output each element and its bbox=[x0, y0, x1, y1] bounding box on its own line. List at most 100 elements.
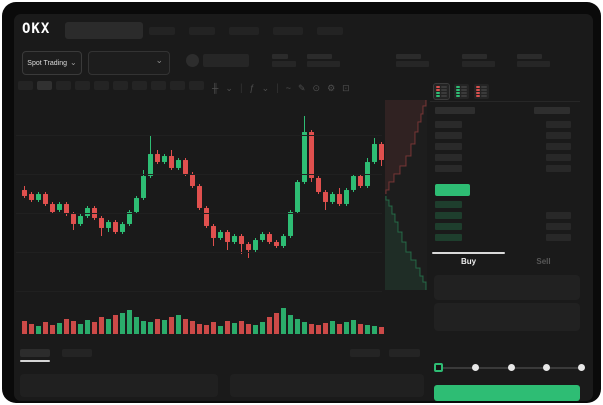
depth-svg bbox=[385, 100, 427, 290]
orderbook-ask-amount bbox=[546, 132, 571, 139]
timeframe-button[interactable] bbox=[151, 81, 166, 90]
ticker-stat-label bbox=[462, 54, 487, 59]
active-tab-indicator bbox=[432, 252, 505, 254]
ticker-stat-label bbox=[517, 54, 542, 59]
okx-logo: OKX bbox=[22, 21, 51, 37]
gridline bbox=[16, 135, 382, 136]
nav-item[interactable] bbox=[229, 27, 259, 35]
orderbook-bid-amount bbox=[546, 234, 571, 241]
orderbook-ask-amount bbox=[546, 121, 571, 128]
bottom-tab-indicator bbox=[20, 360, 50, 362]
orderbook-bid-row[interactable] bbox=[435, 234, 462, 241]
orderbook-ask-row[interactable] bbox=[435, 143, 462, 150]
market-type-selector[interactable]: Spot Trading ⌄ bbox=[22, 51, 82, 75]
orderbook-bid-row[interactable] bbox=[435, 201, 462, 208]
depth-chart[interactable] bbox=[385, 100, 427, 290]
bottom-panel-placeholder bbox=[20, 374, 218, 397]
bottom-action-placeholder[interactable] bbox=[389, 349, 420, 357]
last-price-badge bbox=[435, 184, 470, 196]
camera-icon[interactable]: ⊙ bbox=[312, 82, 321, 93]
ticker-stat-label bbox=[307, 54, 332, 59]
timeframe-button[interactable] bbox=[37, 81, 52, 90]
chevron-down-icon: ⌄ bbox=[70, 58, 77, 67]
chart-toolbar: ╫ ⌄ | ƒ ⌄ | ~ ✎ ⊙ ⚙ ⊡ bbox=[212, 80, 350, 96]
indicators-icon[interactable]: ƒ bbox=[249, 83, 255, 93]
timeframe-button[interactable] bbox=[113, 81, 128, 90]
orderbook-ask-amount bbox=[546, 154, 571, 161]
ticker-stat-value bbox=[462, 61, 495, 67]
pair-selector[interactable]: ⌄ bbox=[88, 51, 170, 75]
orderbook-header-amount bbox=[534, 107, 570, 114]
fullscreen-icon[interactable]: ⊡ bbox=[342, 82, 350, 93]
amount-input[interactable] bbox=[434, 303, 580, 331]
orderbook-ask-row[interactable] bbox=[435, 154, 462, 161]
buy-submit-button[interactable] bbox=[434, 385, 580, 401]
gridline bbox=[16, 174, 382, 175]
orderbook-view-asks-icon[interactable] bbox=[474, 84, 489, 99]
ticker-stat-value bbox=[272, 61, 296, 67]
timeframe-button[interactable] bbox=[170, 81, 185, 90]
price-input[interactable] bbox=[434, 275, 580, 300]
market-type-label: Spot Trading bbox=[27, 59, 67, 67]
bottom-tab[interactable] bbox=[62, 349, 92, 357]
orderbook-view-all-icon[interactable] bbox=[433, 83, 450, 100]
nav-item[interactable] bbox=[149, 27, 175, 35]
chevron-down-icon[interactable]: ⌄ bbox=[261, 82, 270, 93]
settings-icon[interactable]: ⚙ bbox=[327, 82, 336, 93]
nav-item[interactable] bbox=[317, 27, 343, 35]
timeframe-button[interactable] bbox=[56, 81, 71, 90]
candles-svg bbox=[22, 116, 384, 334]
tab-sell[interactable]: Sell bbox=[536, 257, 551, 266]
slider-dot[interactable] bbox=[472, 364, 479, 371]
app-panel bbox=[14, 14, 593, 401]
search-input[interactable] bbox=[65, 22, 143, 39]
draw-icon[interactable]: ✎ bbox=[297, 82, 306, 93]
orderbook-ask-row[interactable] bbox=[435, 132, 462, 139]
nav-item[interactable] bbox=[189, 27, 215, 35]
orderbook-bid-amount bbox=[546, 223, 571, 230]
orderbook-header-price bbox=[435, 107, 475, 114]
orderbook-ask-amount bbox=[546, 165, 571, 172]
orderbook-ask-row[interactable] bbox=[435, 121, 462, 128]
gridline bbox=[16, 252, 382, 253]
header-nav bbox=[149, 27, 343, 35]
divider bbox=[430, 101, 580, 102]
timeframe-button[interactable] bbox=[189, 81, 204, 90]
pair-name-placeholder bbox=[203, 54, 249, 67]
orderbook-bid-row[interactable] bbox=[435, 212, 462, 219]
gridline bbox=[16, 291, 382, 292]
line-tool-icon[interactable]: ~ bbox=[285, 83, 291, 93]
chevron-down-icon[interactable]: ⌄ bbox=[225, 82, 233, 93]
orderbook-bid-row[interactable] bbox=[435, 223, 462, 230]
ticker-stat-value bbox=[517, 61, 550, 67]
chevron-down-icon: ⌄ bbox=[155, 55, 163, 65]
ticker-stat-label bbox=[396, 54, 421, 59]
timeframe-button[interactable] bbox=[18, 81, 33, 90]
slider-dot[interactable] bbox=[543, 364, 550, 371]
nav-item[interactable] bbox=[273, 27, 303, 35]
candlestick-chart[interactable] bbox=[16, 97, 428, 342]
orderbook-view-bids-icon[interactable] bbox=[454, 84, 469, 99]
bottom-tab-active[interactable] bbox=[20, 349, 50, 357]
bottom-panel-placeholder bbox=[230, 374, 424, 397]
coin-icon bbox=[186, 54, 199, 67]
slider-handle[interactable] bbox=[434, 363, 443, 372]
orderbook-bid-amount bbox=[546, 212, 571, 219]
timeframe-button[interactable] bbox=[94, 81, 109, 90]
ticker-stat-value bbox=[396, 61, 429, 67]
timeframe-button[interactable] bbox=[132, 81, 147, 90]
chart-type-icon[interactable]: ╫ bbox=[212, 83, 219, 93]
divider: | bbox=[239, 82, 243, 94]
orderbook-ask-row[interactable] bbox=[435, 165, 462, 172]
slider-dot[interactable] bbox=[578, 364, 585, 371]
divider: | bbox=[276, 82, 279, 94]
timeframe-button[interactable] bbox=[75, 81, 90, 90]
ticker-stat-value bbox=[307, 61, 340, 67]
bottom-action-placeholder[interactable] bbox=[350, 349, 380, 357]
slider-dot[interactable] bbox=[508, 364, 515, 371]
tab-buy[interactable]: Buy bbox=[460, 257, 477, 266]
ticker-stat-label bbox=[272, 54, 288, 59]
gridline bbox=[16, 213, 382, 214]
